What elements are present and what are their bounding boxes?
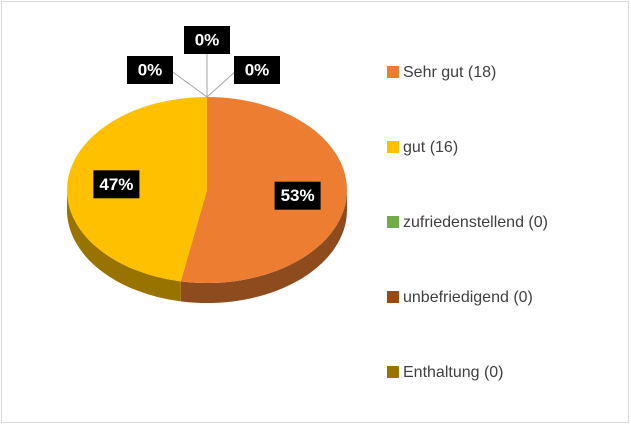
- data-label: 0%: [245, 60, 270, 79]
- legend-label: gut (16): [403, 139, 458, 156]
- data-label: 47%: [99, 175, 133, 194]
- slice-side: [180, 190, 347, 303]
- legend-swatch: [387, 291, 399, 303]
- data-label: 0%: [195, 30, 220, 49]
- legend-label: Enthaltung (0): [403, 364, 504, 381]
- label-box: [93, 170, 140, 199]
- legend-swatch: [387, 141, 399, 153]
- legend-swatch: [387, 366, 399, 378]
- label-box: [234, 56, 280, 84]
- data-label: 53%: [281, 186, 315, 205]
- slice: [180, 97, 347, 283]
- legend-label: unbefriedigend (0): [403, 289, 533, 306]
- label-box: [127, 56, 173, 84]
- legend-label: Sehr gut (18): [403, 64, 496, 81]
- legend-swatch: [387, 66, 399, 78]
- label-box: [184, 26, 230, 54]
- label-box: [274, 181, 321, 210]
- slice-side: [67, 190, 181, 302]
- legend-swatch: [387, 216, 399, 228]
- legend-label: zufriedenstellend (0): [403, 214, 548, 231]
- data-label: 0%: [138, 60, 163, 79]
- leader-line: [206, 69, 238, 98]
- leader-line: [169, 69, 208, 98]
